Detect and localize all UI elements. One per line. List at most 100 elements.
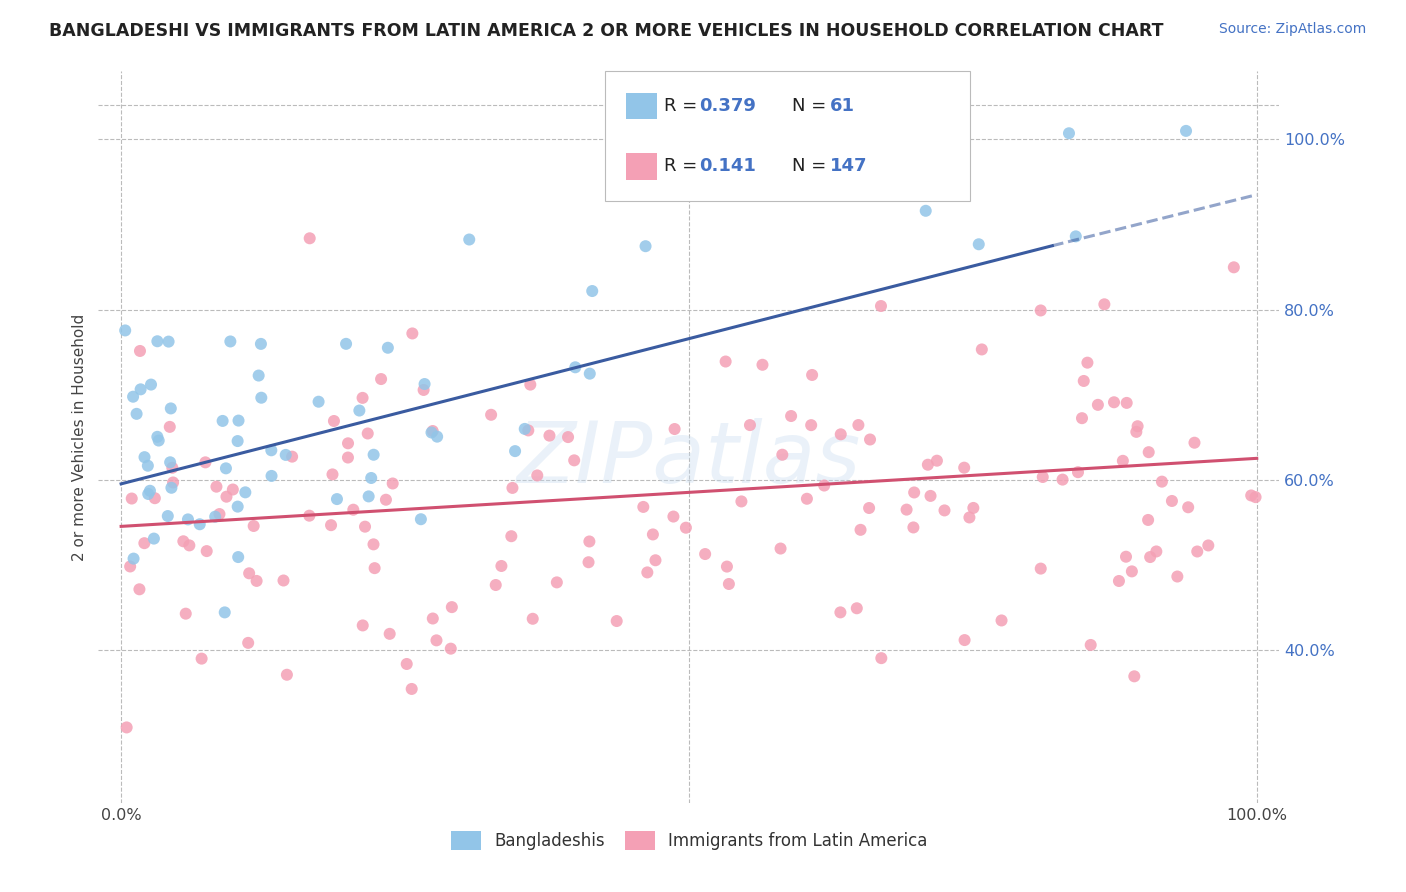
- Point: [378, 627, 401, 641]
- Point: [1032, 470, 1054, 484]
- Point: [519, 377, 541, 392]
- Point: [606, 614, 628, 628]
- Point: [917, 458, 939, 472]
- Point: [1121, 565, 1143, 579]
- Point: [273, 574, 295, 588]
- Point: [148, 434, 170, 448]
- Point: [219, 334, 242, 349]
- Point: [395, 657, 418, 671]
- Point: [260, 469, 283, 483]
- Point: [194, 455, 217, 469]
- Point: [914, 203, 936, 218]
- Point: [903, 520, 925, 534]
- Point: [208, 507, 231, 521]
- Point: [274, 448, 297, 462]
- Point: [352, 618, 374, 632]
- Point: [139, 377, 162, 392]
- Point: [139, 483, 162, 498]
- Point: [1064, 229, 1087, 244]
- Point: [360, 471, 382, 485]
- Point: [796, 491, 818, 506]
- Point: [190, 651, 212, 665]
- Point: [1139, 549, 1161, 564]
- Point: [122, 390, 145, 404]
- Point: [664, 422, 686, 436]
- Point: [738, 418, 761, 433]
- Point: [298, 508, 321, 523]
- Text: R =: R =: [664, 157, 703, 175]
- Point: [363, 537, 385, 551]
- Point: [1112, 454, 1135, 468]
- Point: [845, 601, 868, 615]
- Point: [934, 503, 956, 517]
- Point: [159, 420, 181, 434]
- Point: [401, 681, 423, 696]
- Text: 61: 61: [830, 97, 855, 115]
- Point: [501, 529, 523, 543]
- Point: [1123, 669, 1146, 683]
- Point: [440, 641, 463, 656]
- Point: [1073, 374, 1095, 388]
- Point: [538, 428, 561, 442]
- Point: [250, 391, 273, 405]
- Point: [370, 372, 392, 386]
- Point: [238, 566, 260, 581]
- Point: [159, 401, 181, 416]
- Point: [226, 500, 249, 514]
- Point: [967, 237, 990, 252]
- Point: [211, 414, 233, 428]
- Point: [636, 566, 658, 580]
- Point: [730, 494, 752, 508]
- Point: [641, 527, 664, 541]
- Text: R =: R =: [664, 97, 703, 115]
- Point: [562, 453, 585, 467]
- Point: [172, 534, 194, 549]
- Point: [136, 458, 159, 473]
- Point: [1029, 561, 1052, 575]
- Point: [800, 418, 823, 433]
- Point: [308, 394, 330, 409]
- Point: [374, 492, 396, 507]
- Point: [970, 343, 993, 357]
- Point: [751, 358, 773, 372]
- Point: [409, 512, 432, 526]
- Text: 147: 147: [830, 157, 868, 175]
- Point: [114, 323, 136, 337]
- Text: BANGLADESHI VS IMMIGRANTS FROM LATIN AMERICA 2 OR MORE VEHICLES IN HOUSEHOLD COR: BANGLADESHI VS IMMIGRANTS FROM LATIN AME…: [49, 22, 1164, 40]
- Point: [859, 433, 882, 447]
- Point: [222, 483, 245, 497]
- Text: 0.379: 0.379: [699, 97, 755, 115]
- Point: [957, 510, 980, 524]
- Point: [1144, 544, 1167, 558]
- Point: [242, 519, 264, 533]
- Point: [717, 577, 740, 591]
- Point: [413, 377, 436, 392]
- Text: ZIPatlas: ZIPatlas: [517, 417, 860, 500]
- Point: [422, 424, 444, 438]
- Point: [115, 721, 138, 735]
- Point: [215, 490, 238, 504]
- Point: [120, 559, 142, 574]
- Point: [177, 512, 200, 526]
- Point: [321, 467, 343, 482]
- Point: [1137, 513, 1160, 527]
- Point: [830, 427, 852, 442]
- Point: [157, 334, 180, 349]
- Point: [513, 422, 536, 436]
- Point: [337, 436, 360, 450]
- Point: [578, 367, 600, 381]
- Point: [714, 354, 737, 368]
- Point: [634, 239, 657, 253]
- Point: [129, 343, 152, 358]
- Point: [377, 341, 399, 355]
- Point: [125, 407, 148, 421]
- Point: [129, 382, 152, 396]
- Point: [1108, 574, 1130, 588]
- Point: [780, 409, 803, 423]
- Point: [1223, 260, 1246, 275]
- Point: [363, 448, 385, 462]
- Point: [458, 233, 481, 247]
- Point: [1137, 445, 1160, 459]
- Point: [581, 284, 603, 298]
- Point: [675, 521, 697, 535]
